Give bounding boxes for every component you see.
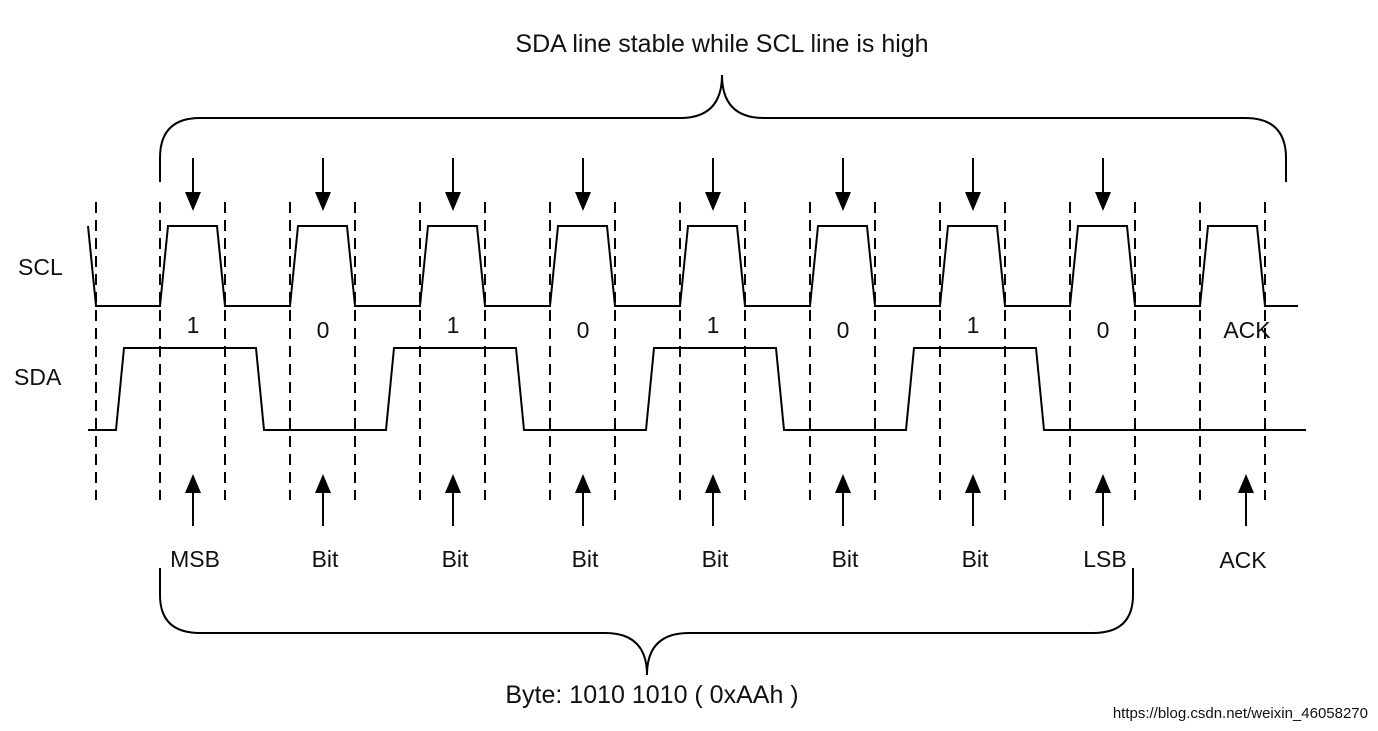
bit-name-label: Bit bbox=[572, 546, 599, 572]
top-caption: SDA line stable while SCL line is high bbox=[515, 30, 928, 58]
up-arrow-icon bbox=[1238, 474, 1254, 526]
watermark: https://blog.csdn.net/weixin_46058270 bbox=[1113, 705, 1368, 722]
ack-value-label: ACK bbox=[1223, 317, 1271, 343]
up-arrow-icon bbox=[965, 474, 981, 526]
bit-value-label: 1 bbox=[187, 312, 200, 338]
bottom-brace bbox=[159, 568, 1134, 676]
bit-name-label: Bit bbox=[832, 546, 859, 572]
scl-waveform bbox=[87, 225, 1298, 307]
sample-arrows-top bbox=[185, 158, 1111, 211]
down-arrow-icon bbox=[835, 158, 851, 211]
up-arrow-icon bbox=[835, 474, 851, 526]
down-arrow-icon bbox=[445, 158, 461, 211]
top-brace bbox=[159, 74, 1287, 182]
down-arrow-icon bbox=[705, 158, 721, 211]
up-arrow-icon bbox=[575, 474, 591, 526]
bit-value-label: 1 bbox=[447, 312, 460, 338]
bit-value-label: 0 bbox=[317, 317, 330, 343]
bit-name-labels: MSB Bit Bit Bit Bit Bit Bit LSB bbox=[170, 546, 1127, 572]
bit-value-label: 1 bbox=[707, 312, 720, 338]
sda-label: SDA bbox=[14, 364, 62, 390]
up-arrow-icon bbox=[1095, 474, 1111, 526]
bit-value-label: 0 bbox=[1097, 317, 1110, 343]
bit-name-label: Bit bbox=[312, 546, 339, 572]
bit-value-label: 0 bbox=[837, 317, 850, 343]
bit-name-label: Bit bbox=[702, 546, 729, 572]
down-arrow-icon bbox=[575, 158, 591, 211]
up-arrow-icon bbox=[445, 474, 461, 526]
bit-name-label: Bit bbox=[962, 546, 989, 572]
up-arrow-icon bbox=[315, 474, 331, 526]
ack-name-label: ACK bbox=[1219, 547, 1267, 573]
down-arrow-icon bbox=[965, 158, 981, 211]
sda-waveform bbox=[88, 347, 1306, 431]
up-arrow-icon bbox=[185, 474, 201, 526]
up-arrow-icon bbox=[705, 474, 721, 526]
down-arrow-icon bbox=[315, 158, 331, 211]
sample-arrows-bottom bbox=[185, 474, 1254, 526]
down-arrow-icon bbox=[185, 158, 201, 211]
bit-name-label: Bit bbox=[442, 546, 469, 572]
bit-value-labels: 1 0 1 0 1 0 1 0 bbox=[187, 312, 1110, 343]
down-arrow-icon bbox=[1095, 158, 1111, 211]
bit-value-label: 0 bbox=[577, 317, 590, 343]
guide-dashed-lines bbox=[95, 202, 1266, 500]
scl-label: SCL bbox=[18, 254, 63, 280]
bottom-caption: Byte: 1010 1010 ( 0xAAh ) bbox=[505, 681, 798, 709]
bit-name-label: MSB bbox=[170, 546, 220, 572]
bit-value-label: 1 bbox=[967, 312, 980, 338]
bit-name-label: LSB bbox=[1083, 546, 1126, 572]
